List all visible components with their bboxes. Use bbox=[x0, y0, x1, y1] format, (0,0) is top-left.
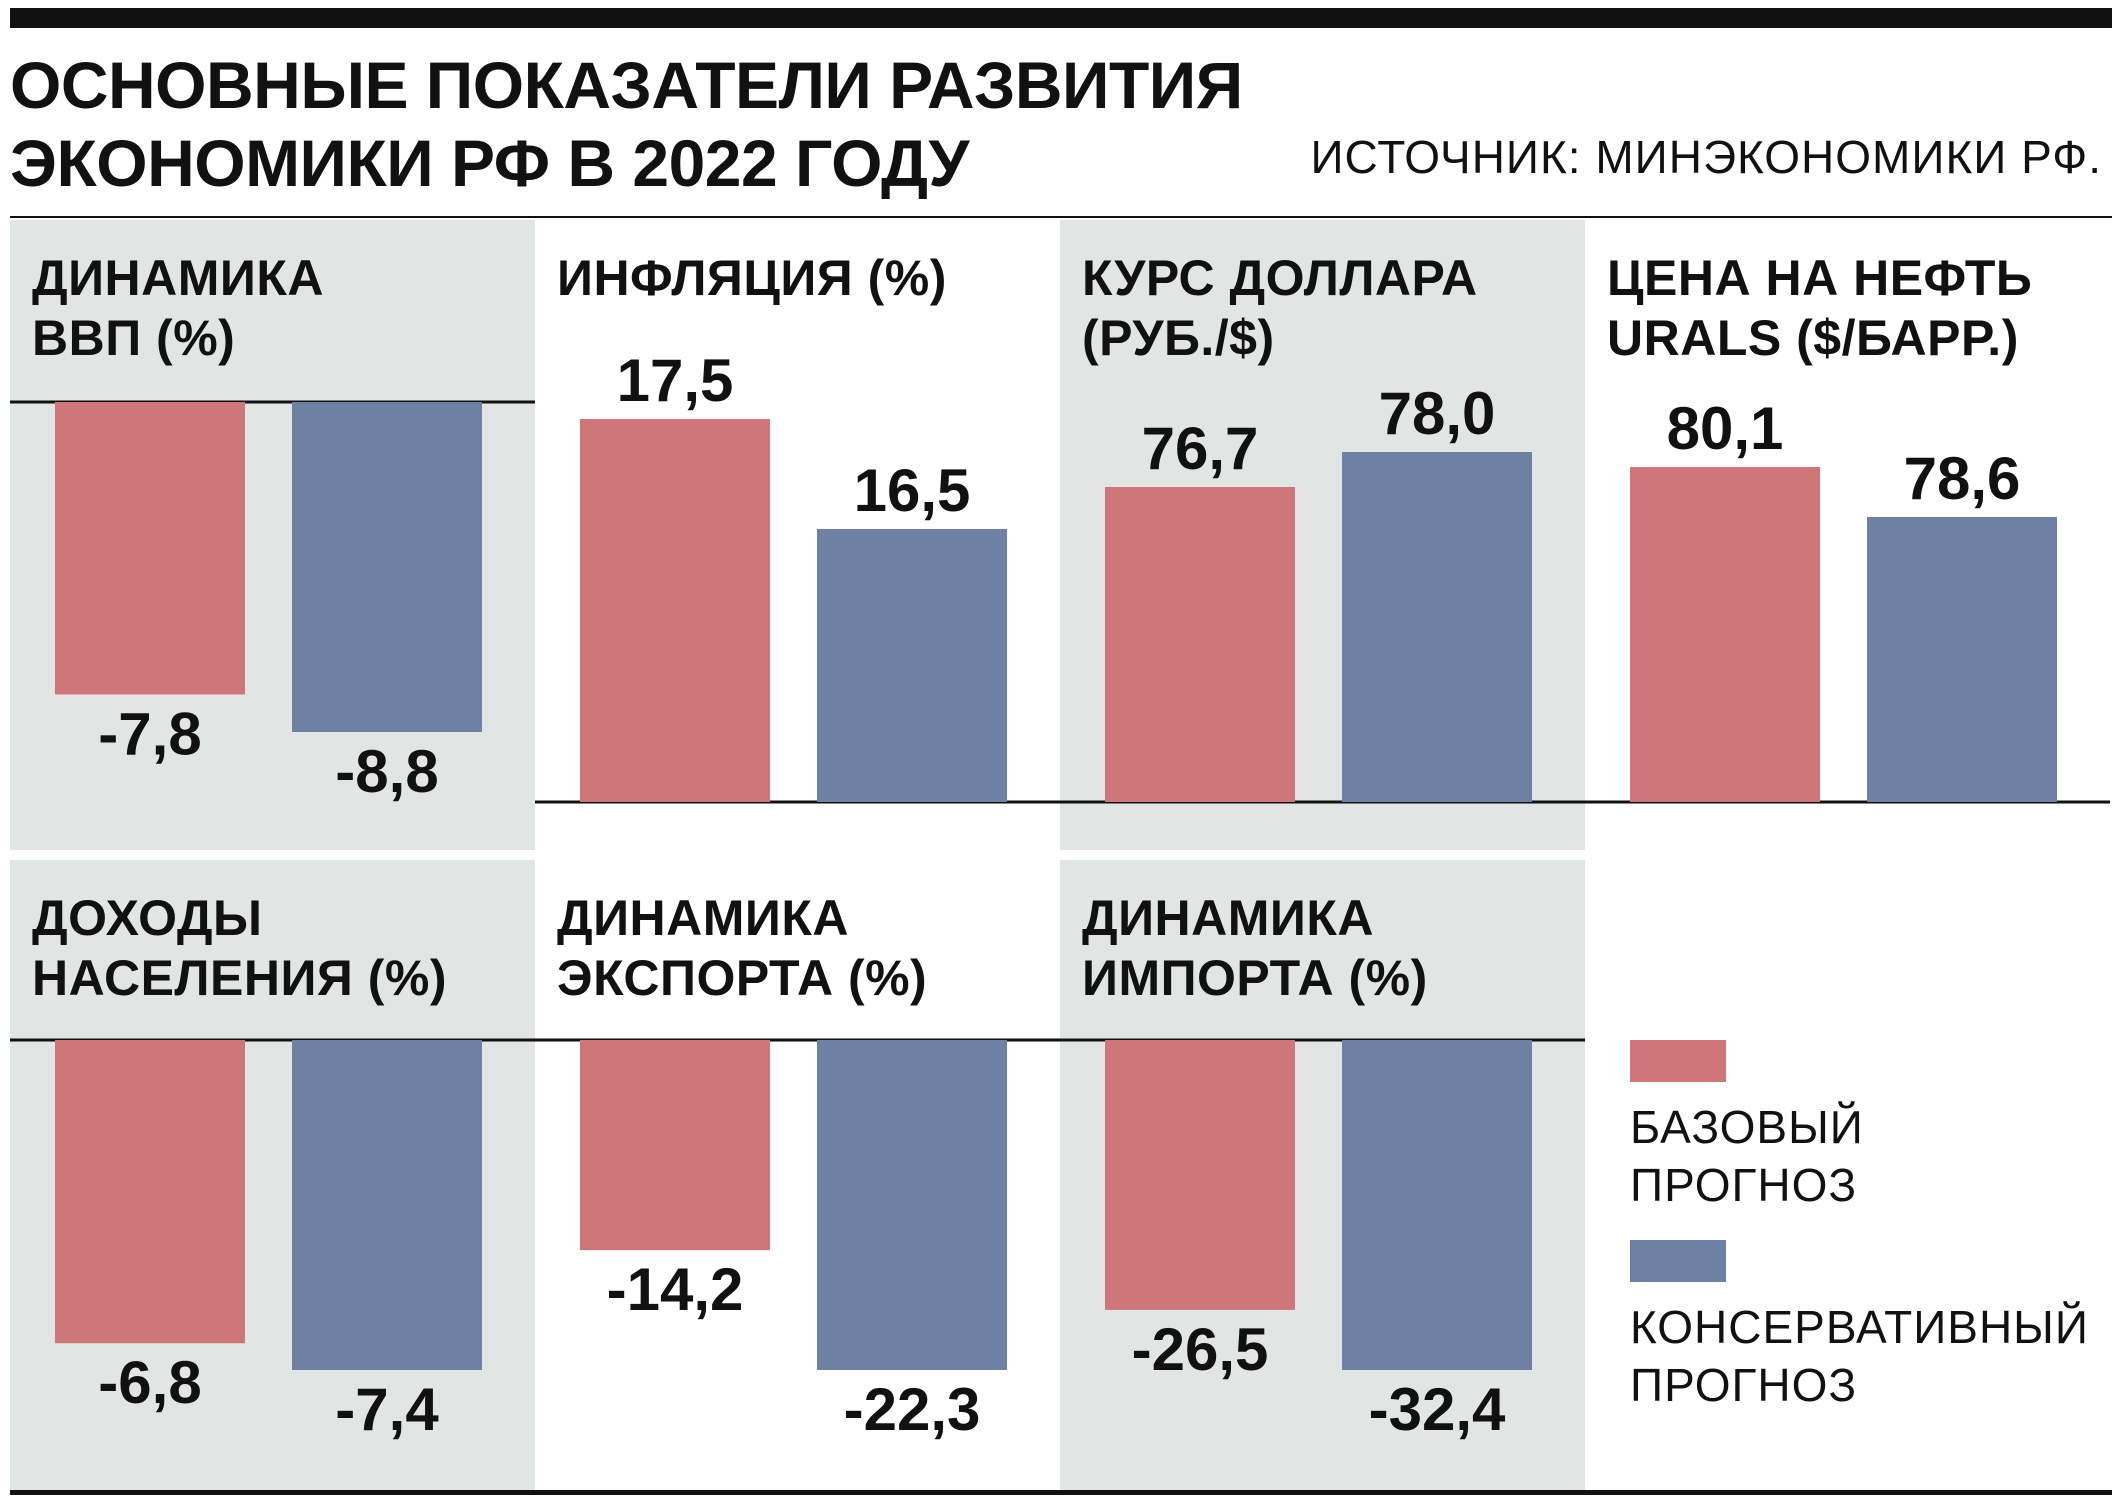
panel-2: ИНФЛЯЦИЯ (%) 17,5 16,5 bbox=[535, 220, 1060, 850]
panel-plot: 80,1 78,6 bbox=[1585, 395, 2110, 804]
panel-title: ДИНАМИКА ИМПОРТА (%) bbox=[1082, 890, 1428, 1006]
bar-base bbox=[1630, 467, 1820, 802]
panel-3: КУРС ДОЛЛАРА (РУБ./$) 76,7 78,0 bbox=[1060, 220, 1585, 850]
data-label-base: -26,5 bbox=[1132, 1316, 1269, 1383]
legend-item-conservative: КОНСЕРВАТИВНЫЙ ПРОГНОЗ bbox=[1630, 1240, 2110, 1440]
data-label-base: 76,7 bbox=[1142, 415, 1259, 482]
bar-conservative bbox=[1342, 452, 1532, 802]
bar-base bbox=[1105, 1040, 1295, 1310]
legend-label-conservative: КОНСЕРВАТИВНЫЙ ПРОГНОЗ bbox=[1630, 1301, 2089, 1411]
panel-plot: 76,7 78,0 bbox=[1060, 380, 1585, 804]
source-note: ИСТОЧНИК: МИНЭКОНОМИКИ РФ. bbox=[1310, 131, 2102, 183]
header-rule bbox=[10, 216, 2112, 218]
chart-title: ОСНОВНЫЕ ПОКАЗАТЕЛИ РАЗВИТИЯ ЭКОНОМИКИ Р… bbox=[10, 48, 1243, 200]
panel-plot: -6,8 -7,4 bbox=[10, 1038, 535, 1443]
panel-title: ДИНАМИКА ВВП (%) bbox=[32, 250, 324, 366]
panel-title: ИНФЛЯЦИЯ (%) bbox=[557, 250, 947, 306]
bar-base bbox=[55, 1040, 245, 1344]
data-label-conservative: 78,6 bbox=[1904, 445, 2021, 512]
data-label-conservative: -8,8 bbox=[335, 738, 438, 805]
bar-base bbox=[580, 419, 770, 802]
panel-plot: -14,2 -22,3 bbox=[535, 1038, 1060, 1443]
panel-5: ДОХОДЫ НАСЕЛЕНИЯ (%) -6,8 -7,4 bbox=[10, 860, 535, 1490]
panel-plot: 17,5 16,5 bbox=[535, 347, 1060, 804]
bar-conservative bbox=[817, 529, 1007, 802]
data-label-conservative: 78,0 bbox=[1379, 380, 1496, 447]
panel-title: ДИНАМИКА ЭКСПОРТА (%) bbox=[557, 890, 928, 1006]
data-label-base: -6,8 bbox=[98, 1349, 201, 1416]
legend: БАЗОВЫЙ ПРОГНОЗ КОНСЕРВАТИВНЫЙ ПРОГНОЗ bbox=[1630, 1040, 2110, 1440]
panel-plot: -26,5 -32,4 bbox=[1060, 1038, 1585, 1443]
legend-swatch-conservative bbox=[1630, 1240, 1726, 1282]
legend-item-base: БАЗОВЫЙ ПРОГНОЗ bbox=[1630, 1040, 2110, 1240]
bar-conservative bbox=[817, 1040, 1007, 1370]
data-label-base: 17,5 bbox=[617, 347, 734, 414]
bar-base bbox=[55, 402, 245, 695]
bar-conservative bbox=[1342, 1040, 1532, 1370]
data-label-base: 80,1 bbox=[1667, 395, 1784, 462]
data-label-base: -7,8 bbox=[98, 701, 201, 768]
panel-title: КУРС ДОЛЛАРА (РУБ./$) bbox=[1082, 250, 1478, 366]
panel-7: ДИНАМИКА ИМПОРТА (%) -26,5 -32,4 bbox=[1060, 860, 1585, 1490]
data-label-base: -14,2 bbox=[607, 1256, 744, 1323]
panel-title: ДОХОДЫ НАСЕЛЕНИЯ (%) bbox=[32, 890, 447, 1006]
bar-conservative bbox=[292, 402, 482, 732]
panel-title: ЦЕНА НА НЕФТЬ URALS ($/БАРР.) bbox=[1607, 250, 2033, 366]
panel-plot: -7,8 -8,8 bbox=[10, 400, 535, 805]
bottom-rule bbox=[10, 1490, 2112, 1495]
data-label-conservative: -22,3 bbox=[844, 1376, 981, 1443]
data-label-conservative: -7,4 bbox=[335, 1376, 439, 1443]
data-label-conservative: 16,5 bbox=[854, 457, 971, 524]
panel-6: ДИНАМИКА ЭКСПОРТА (%) -14,2 -22,3 bbox=[535, 860, 1060, 1490]
bar-base bbox=[580, 1040, 770, 1251]
bar-conservative bbox=[292, 1040, 482, 1370]
panel-1: ДИНАМИКА ВВП (%) -7,8 -8,8 bbox=[10, 220, 535, 850]
bar-conservative bbox=[1867, 517, 2057, 802]
panel-4: ЦЕНА НА НЕФТЬ URALS ($/БАРР.) 80,1 78,6 bbox=[1585, 220, 2110, 850]
top-rule bbox=[10, 8, 2112, 28]
data-label-conservative: -32,4 bbox=[1369, 1376, 1506, 1443]
legend-label-base: БАЗОВЫЙ ПРОГНОЗ bbox=[1630, 1101, 1864, 1211]
bar-base bbox=[1105, 487, 1295, 802]
legend-swatch-base bbox=[1630, 1040, 1726, 1082]
